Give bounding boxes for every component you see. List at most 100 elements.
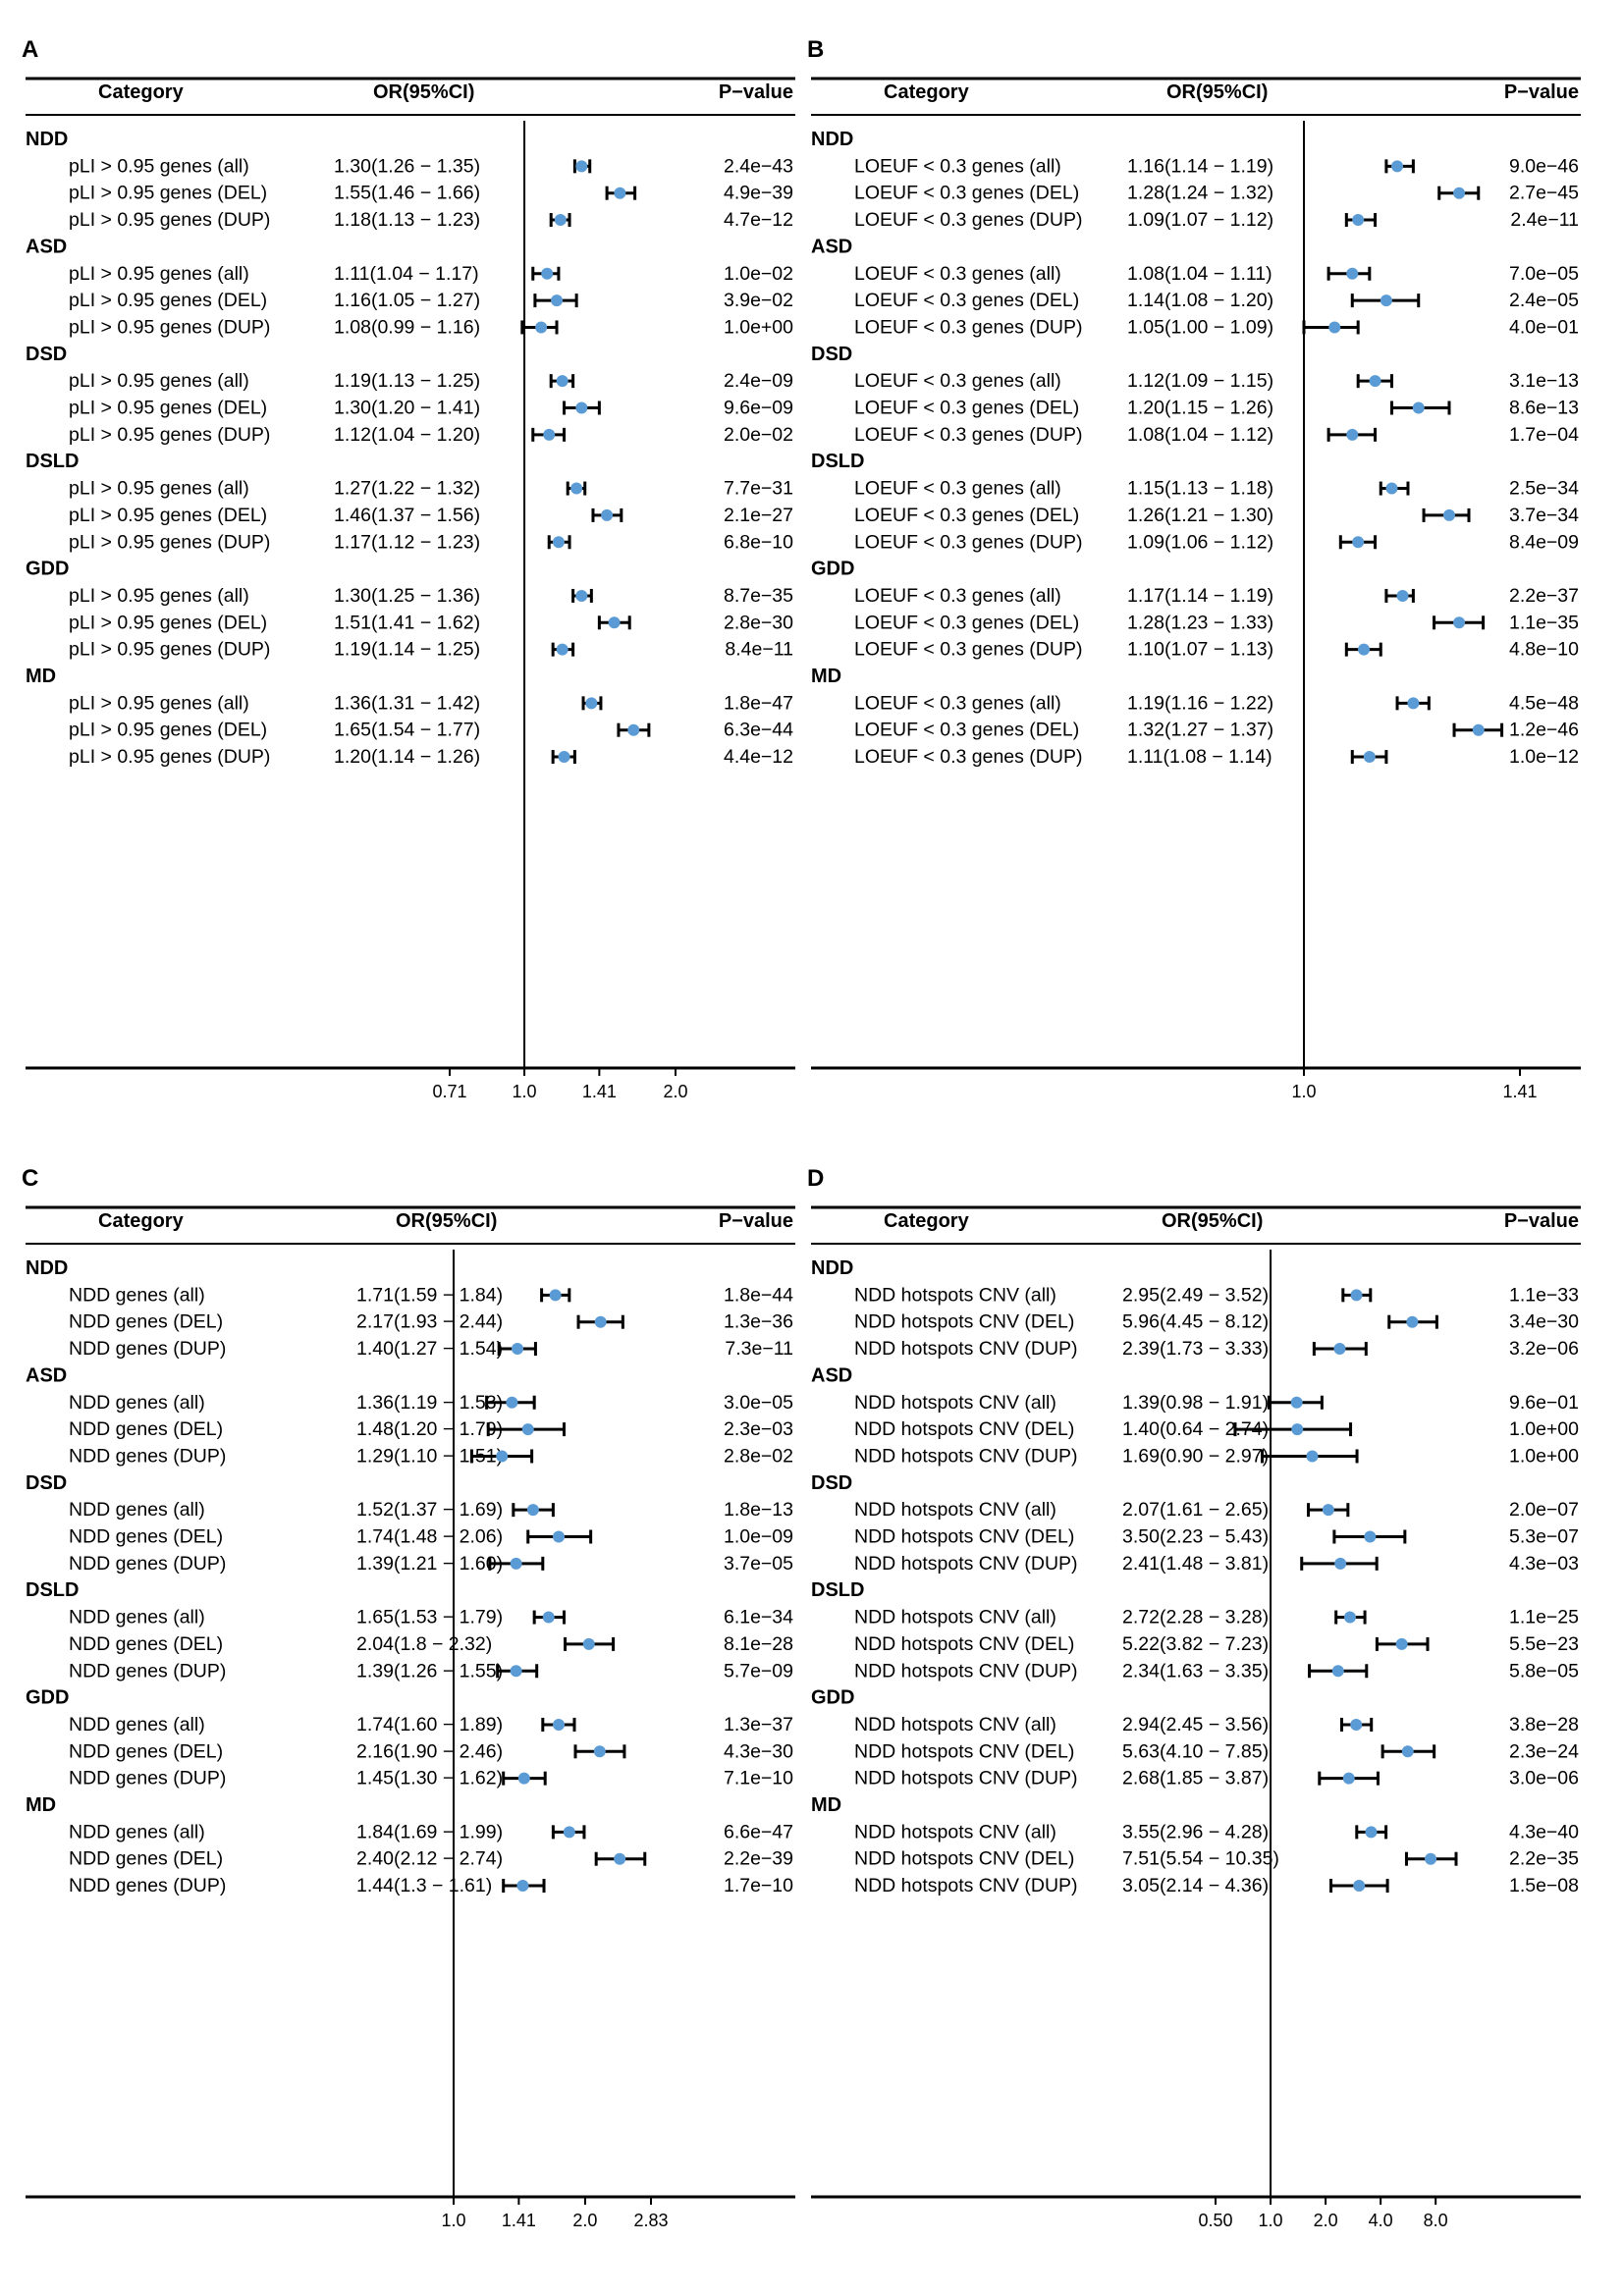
or-ci-text: 1.44(1.3 − 1.61) [356, 1875, 492, 1896]
header-or: OR(95%CI) [373, 81, 474, 103]
or-ci-text: 2.95(2.49 − 3.52) [1122, 1284, 1269, 1306]
or-ci-text: 1.14(1.08 − 1.20) [1127, 290, 1273, 311]
group-label: GDD [811, 1687, 854, 1709]
group-label: ASD [26, 1364, 67, 1386]
or-point [1306, 1450, 1319, 1463]
or-point [1442, 508, 1455, 521]
or-point [1412, 401, 1425, 414]
row-label: pLI > 0.95 genes (all) [69, 263, 249, 285]
or-ci-text: 1.19(1.14 − 1.25) [334, 639, 480, 661]
row-label: NDD hotspots CNV (DEL) [854, 1848, 1074, 1870]
p-value: 3.7e−34 [1509, 505, 1579, 526]
or-ci-text: 1.20(1.15 − 1.26) [1127, 398, 1273, 419]
or-ci-text: 1.30(1.25 − 1.36) [334, 585, 480, 607]
or-point [526, 1504, 539, 1517]
or-point [1346, 428, 1359, 441]
p-value: 1.7e−10 [724, 1875, 793, 1896]
row-label: NDD hotspots CNV (DUP) [854, 1875, 1078, 1896]
x-tick-label: 1.41 [1502, 1082, 1537, 1101]
p-value: 4.9e−39 [724, 183, 793, 204]
or-ci-text: 1.46(1.37 − 1.56) [334, 505, 480, 526]
header-or: OR(95%CI) [1162, 1210, 1263, 1232]
row-label: LOEUF < 0.3 genes (all) [854, 370, 1061, 392]
or-point [1453, 187, 1466, 199]
p-value: 3.0e−05 [724, 1392, 793, 1414]
p-value: 5.5e−23 [1509, 1633, 1579, 1655]
row-label: NDD hotspots CNV (all) [854, 1499, 1056, 1521]
or-point [556, 375, 568, 388]
forest-panel-c: C Category OR(95%CI) P−value NDD NDD genes (a… [18, 1147, 803, 2241]
p-value: 1.1e−33 [1509, 1284, 1579, 1306]
or-point [1346, 267, 1359, 280]
row-label: NDD genes (DEL) [69, 1311, 223, 1333]
row-label: NDD hotspots CNV (DUP) [854, 1660, 1078, 1682]
p-value: 7.7e−31 [724, 478, 793, 500]
row-label: LOEUF < 0.3 genes (DEL) [854, 183, 1079, 204]
p-value: 2.3e−24 [1509, 1740, 1579, 1762]
group-label: GDD [26, 559, 69, 580]
or-point [496, 1450, 509, 1463]
p-value: 8.1e−28 [724, 1633, 793, 1655]
or-point [551, 294, 564, 307]
or-ci-text: 5.63(4.10 − 7.85) [1122, 1740, 1269, 1762]
or-point [593, 1745, 606, 1758]
or-ci-text: 2.16(1.90 − 2.46) [356, 1740, 503, 1762]
or-point [582, 1637, 595, 1650]
group-label: MD [811, 1794, 841, 1816]
row-label: pLI > 0.95 genes (DUP) [69, 209, 270, 231]
header-or: OR(95%CI) [1166, 81, 1268, 103]
row-label: NDD genes (DEL) [69, 1526, 223, 1548]
or-ci-text: 1.32(1.27 − 1.37) [1127, 720, 1273, 741]
row-label: NDD genes (DUP) [69, 1553, 226, 1575]
row-label: LOEUF < 0.3 genes (all) [854, 692, 1061, 714]
row-label: NDD hotspots CNV (DUP) [854, 1445, 1078, 1467]
or-point [575, 401, 588, 414]
row-label: NDD genes (DEL) [69, 1848, 223, 1870]
p-value: 6.8e−10 [724, 531, 793, 553]
or-ci-text: 3.05(2.14 − 4.36) [1122, 1875, 1269, 1896]
or-ci-text: 1.11(1.04 − 1.17) [334, 263, 479, 285]
group-label: NDD [811, 1257, 853, 1279]
x-tick-label: 8.0 [1424, 2211, 1448, 2230]
or-point [517, 1772, 530, 1785]
row-label: NDD genes (all) [69, 1392, 205, 1414]
or-ci-text: 5.96(4.45 − 8.12) [1122, 1311, 1269, 1333]
or-point [1350, 1718, 1363, 1731]
or-ci-text: 1.65(1.53 − 1.79) [356, 1607, 503, 1629]
p-value: 7.0e−05 [1509, 263, 1579, 285]
p-value: 1.2e−46 [1509, 720, 1579, 741]
or-point [1291, 1423, 1304, 1436]
p-value: 4.8e−10 [1509, 639, 1579, 661]
p-value: 8.4e−09 [1509, 531, 1579, 553]
or-point [1328, 321, 1341, 334]
or-ci-text: 2.17(1.93 − 2.44) [356, 1311, 503, 1333]
or-ci-text: 1.71(1.59 − 1.84) [356, 1284, 503, 1306]
p-value: 1.0e−02 [724, 263, 793, 285]
header-category: Category [884, 81, 970, 103]
or-ci-text: 1.19(1.13 − 1.25) [334, 370, 480, 392]
p-value: 1.1e−25 [1509, 1607, 1579, 1629]
or-ci-text: 1.48(1.20 − 1.79) [356, 1418, 503, 1440]
or-point [1334, 1557, 1347, 1570]
p-value: 1.5e−08 [1509, 1875, 1579, 1896]
or-ci-text: 1.17(1.12 − 1.23) [334, 531, 480, 553]
or-ci-text: 2.34(1.63 − 3.35) [1122, 1660, 1269, 1682]
row-label: NDD hotspots CNV (DUP) [854, 1768, 1078, 1789]
panel-label: B [807, 36, 824, 63]
x-tick-label: 1.0 [441, 2211, 465, 2230]
p-value: 6.1e−34 [724, 1607, 793, 1629]
x-tick-label: 1.0 [1291, 1082, 1316, 1101]
row-label: pLI > 0.95 genes (DEL) [69, 290, 267, 311]
header-category: Category [98, 81, 185, 103]
or-ci-text: 1.12(1.09 − 1.15) [1127, 370, 1273, 392]
x-tick-label: 2.0 [663, 1082, 687, 1101]
p-value: 5.3e−07 [1509, 1526, 1579, 1548]
or-ci-text: 1.40(0.64 − 2.74) [1122, 1418, 1269, 1440]
row-label: LOEUF < 0.3 genes (DUP) [854, 531, 1082, 553]
row-label: NDD hotspots CNV (DEL) [854, 1526, 1074, 1548]
or-ci-text: 1.36(1.19 − 1.53) [356, 1392, 503, 1414]
row-label: LOEUF < 0.3 genes (DEL) [854, 720, 1079, 741]
row-label: NDD hotspots CNV (all) [854, 1821, 1056, 1842]
row-label: NDD genes (DEL) [69, 1418, 223, 1440]
